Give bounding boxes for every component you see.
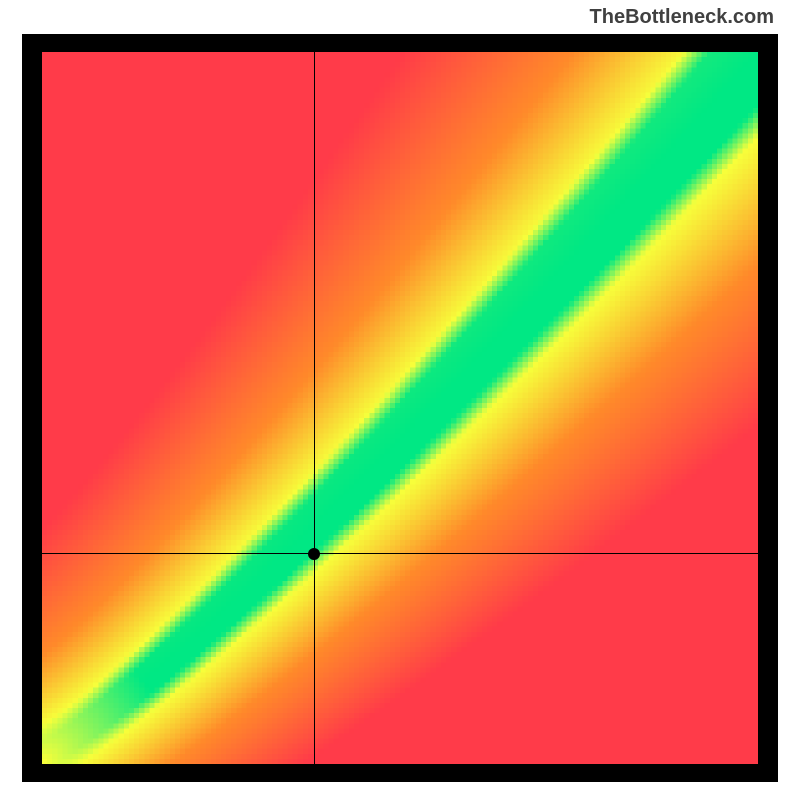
plot-area [42,52,758,764]
heatmap-canvas [42,52,758,764]
crosshair-horizontal [42,553,758,554]
marker-dot [308,548,320,560]
crosshair-vertical [314,52,315,764]
watermark-text: TheBottleneck.com [590,6,774,29]
plot-frame [22,34,778,782]
